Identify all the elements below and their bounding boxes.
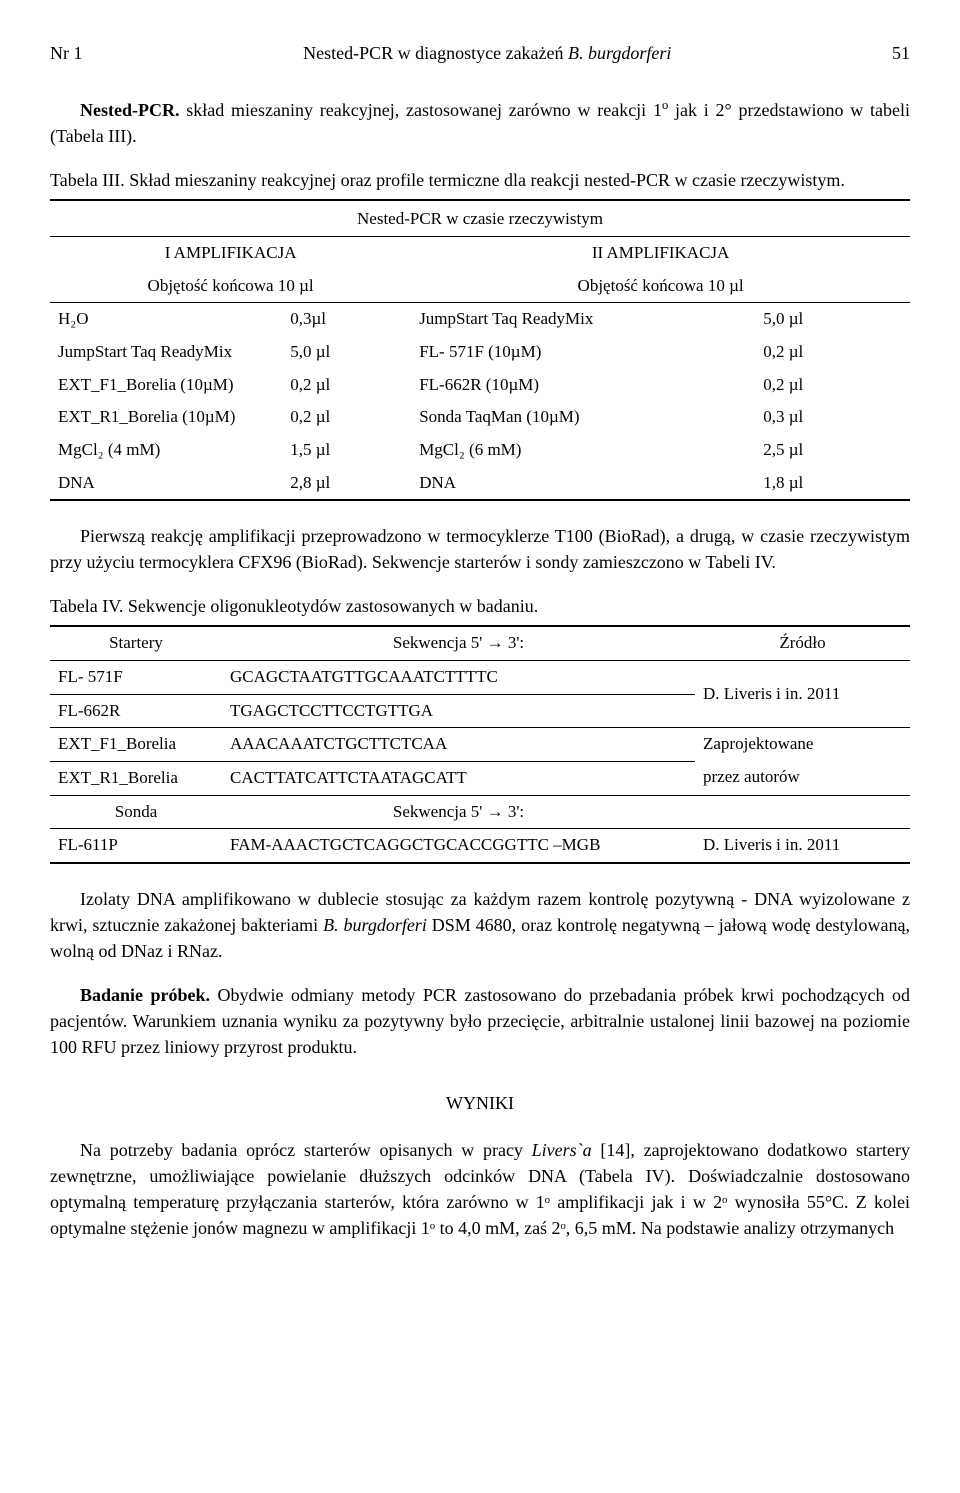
t3-cell: JumpStart Taq ReadyMix (411, 303, 755, 336)
t3-cell: Sonda TaqMan (10µM) (411, 401, 755, 434)
table3-left-sub: Objętość końcowa 10 µl (50, 270, 411, 303)
wyniki-a: Na potrzeby badania oprócz starterów opi… (80, 1140, 532, 1160)
t3-cell: 0,2 µl (282, 401, 411, 434)
header-center: Nested-PCR w diagnostyce zakażeń B. burg… (303, 40, 671, 66)
header-right: 51 (892, 40, 910, 66)
t4-cell: FL-662R (50, 694, 222, 728)
t3-cell: 0,2 µl (755, 336, 910, 369)
t3-cell: EXT_R1_Borelia (10µM) (50, 401, 282, 434)
wyniki-italic: Livers`a (532, 1140, 592, 1160)
table-3: Nested-PCR w czasie rzeczywistym I AMPLI… (50, 199, 910, 501)
badanie-paragraph: Badanie próbek. Obydwie odmiany metody P… (50, 982, 910, 1060)
t4-cell: EXT_R1_Borelia (50, 761, 222, 795)
t3-cell: 1,5 µl (282, 434, 411, 467)
t4-src-mid-a: Zaprojektowane (695, 728, 910, 762)
t3-cell: 0,2 µl (282, 369, 411, 402)
t4-hdr-c2: Sekwencja 5' → 3': (222, 626, 695, 660)
t3-cell: MgCl₂ (4 mM) (50, 434, 282, 467)
t3-cell: JumpStart Taq ReadyMix (50, 336, 282, 369)
t4-cell: GCAGCTAATGTTGCAAATCTTTTC (222, 661, 695, 695)
t4-src-top: D. Liveris i in. 2011 (695, 661, 910, 728)
table3-right-sub: Objętość końcowa 10 µl (411, 270, 910, 303)
t4-sonda-c3 (695, 795, 910, 829)
t4-cell: TGAGCTCCTTCCTGTTGA (222, 694, 695, 728)
intro-text-a: skład mieszaniny reakcyjnej, zastosowane… (179, 100, 661, 120)
wyniki-paragraph: Na potrzeby badania oprócz starterów opi… (50, 1137, 910, 1241)
t3-cell: 5,0 µl (755, 303, 910, 336)
t3-cell: 0,3 µl (755, 401, 910, 434)
t4-cell: CACTTATCATTCTAATAGCATT (222, 761, 695, 795)
t4-src-mid-b: przez autorów (695, 761, 910, 795)
t4-cell: FL- 571F (50, 661, 222, 695)
t3-cell: DNA (50, 467, 282, 501)
t4-cell: AAACAAATCTGCTTCTCAA (222, 728, 695, 762)
badanie-bold: Badanie próbek. (80, 985, 210, 1005)
t4-hdr-c1: Startery (50, 626, 222, 660)
t3-cell: 0,2 µl (755, 369, 910, 402)
t4-cell: D. Liveris i in. 2011 (695, 829, 910, 863)
t4-cell: EXT_F1_Borelia (50, 728, 222, 762)
table3-right-header: II AMPLIFIKACJA (411, 237, 910, 270)
table3-caption: Tabela III. Skład mieszaniny reakcyjnej … (50, 167, 910, 193)
t3-cell: 5,0 µl (282, 336, 411, 369)
t3-cell: DNA (411, 467, 755, 501)
t3-cell: 2,8 µl (282, 467, 411, 501)
izolaty-italic: B. burgdorferi (323, 915, 427, 935)
wyniki-heading: WYNIKI (50, 1090, 910, 1116)
t3-cell: FL-662R (10µM) (411, 369, 755, 402)
t3-cell: MgCl₂ (6 mM) (411, 434, 755, 467)
header-center-prefix: Nested-PCR w diagnostyce zakażeń (303, 43, 568, 63)
t4-cell: FAM-AAACTGCTCAGGCTGCACCGGTTC –MGB (222, 829, 695, 863)
t4-cell: FL-611P (50, 829, 222, 863)
t3-cell: 0,3µl (282, 303, 411, 336)
intro-bold: Nested-PCR. (80, 100, 179, 120)
header-left: Nr 1 (50, 40, 83, 66)
intro-paragraph: Nested-PCR. skład mieszaniny reakcyjnej,… (50, 96, 910, 149)
table4-caption: Tabela IV. Sekwencje oligonukleotydów za… (50, 593, 910, 619)
table-4: Startery Sekwencja 5' → 3': Źródło FL- 5… (50, 625, 910, 863)
t3-cell: 2,5 µl (755, 434, 910, 467)
header-center-italic: B. burgdorferi (568, 43, 671, 63)
t3-cell: 1,8 µl (755, 467, 910, 501)
izolaty-paragraph: Izolaty DNA amplifikowano w dublecie sto… (50, 886, 910, 964)
t4-sonda-c1: Sonda (50, 795, 222, 829)
t3-cell: H₂O (50, 303, 282, 336)
mid-paragraph: Pierwszą reakcję amplifikacji przeprowad… (50, 523, 910, 575)
t4-hdr-c3: Źródło (695, 626, 910, 660)
table3-left-header: I AMPLIFIKACJA (50, 237, 411, 270)
table3-banner: Nested-PCR w czasie rzeczywistym (50, 200, 910, 236)
t3-cell: FL- 571F (10µM) (411, 336, 755, 369)
t3-cell: EXT_F1_Borelia (10µM) (50, 369, 282, 402)
t4-sonda-c2: Sekwencja 5' → 3': (222, 795, 695, 829)
page-header: Nr 1 Nested-PCR w diagnostyce zakażeń B.… (50, 40, 910, 66)
